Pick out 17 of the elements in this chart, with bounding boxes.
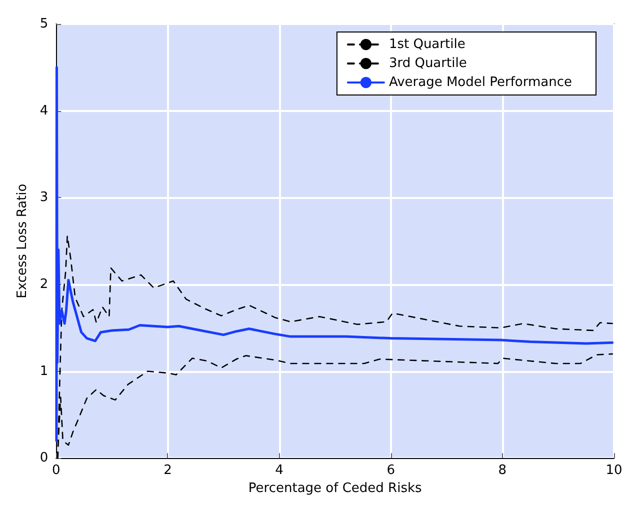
x-tick-label: 0 bbox=[52, 463, 60, 478]
y-tick-label: 3 bbox=[40, 190, 48, 206]
legend-label: 3rd Quartile bbox=[388, 56, 467, 71]
legend-label: Average Model Performance bbox=[388, 75, 572, 90]
y-tick-label: 5 bbox=[40, 16, 48, 32]
x-axis-title: Percentage of Ceded Risks bbox=[248, 481, 422, 496]
x-tick-label: 6 bbox=[386, 463, 396, 478]
y-tick-label: 2 bbox=[40, 276, 48, 292]
x-tick-label: 10 bbox=[606, 463, 622, 478]
y-axis-title: Excess Loss Ratio bbox=[15, 184, 30, 298]
legend-label: 1st Quartile bbox=[388, 37, 466, 52]
x-tick-label: 2 bbox=[164, 463, 172, 478]
y-tick-label: 0 bbox=[40, 450, 48, 466]
x-tick-label: 8 bbox=[498, 463, 507, 478]
x-tick-label: 4 bbox=[275, 463, 284, 478]
y-tick-label: 4 bbox=[40, 103, 48, 118]
y-tick-label: 1 bbox=[40, 364, 48, 379]
